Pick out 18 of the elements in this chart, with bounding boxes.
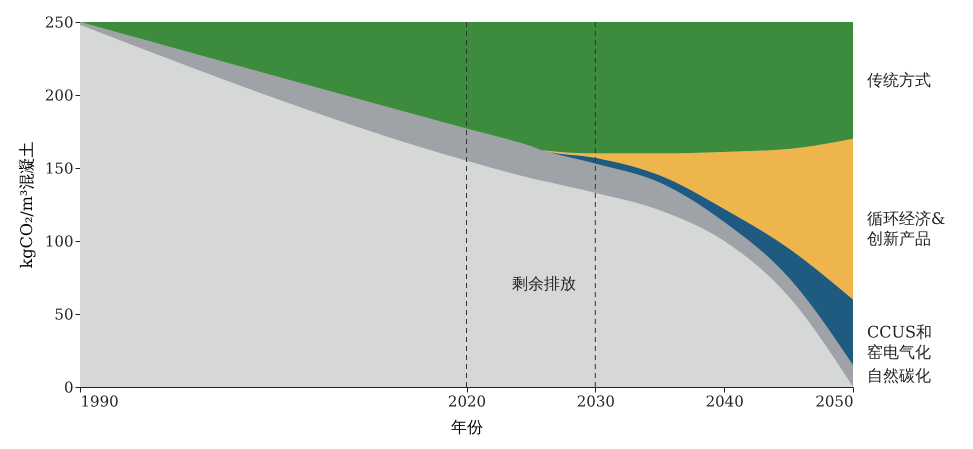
y-axis-title: kgCO₂/m³混凝土 <box>16 142 36 268</box>
x-tick-label: 1990 <box>80 392 119 410</box>
series-label: 自然碳化 <box>867 366 931 386</box>
y-tick-label: 0 <box>64 378 74 396</box>
x-tick-label: 2040 <box>706 392 744 410</box>
y-tick-label: 150 <box>44 160 74 178</box>
y-tick-label: 50 <box>54 306 74 324</box>
series-label: CCUS和窑电气化 <box>867 322 932 362</box>
y-tick-label: 200 <box>44 86 74 104</box>
y-tick-label: 100 <box>44 232 74 250</box>
x-tick-label: 2030 <box>576 392 615 410</box>
series-label: 循环经济&创新产品 <box>867 209 946 248</box>
x-axis-title: 年份 <box>451 418 483 436</box>
x-tick-label: 2050 <box>815 392 854 410</box>
series-label: 剩余排放 <box>512 274 576 294</box>
x-tick-label: 2020 <box>448 392 486 410</box>
series-label: 传统方式 <box>867 70 931 90</box>
y-tick-label: 250 <box>44 14 74 32</box>
